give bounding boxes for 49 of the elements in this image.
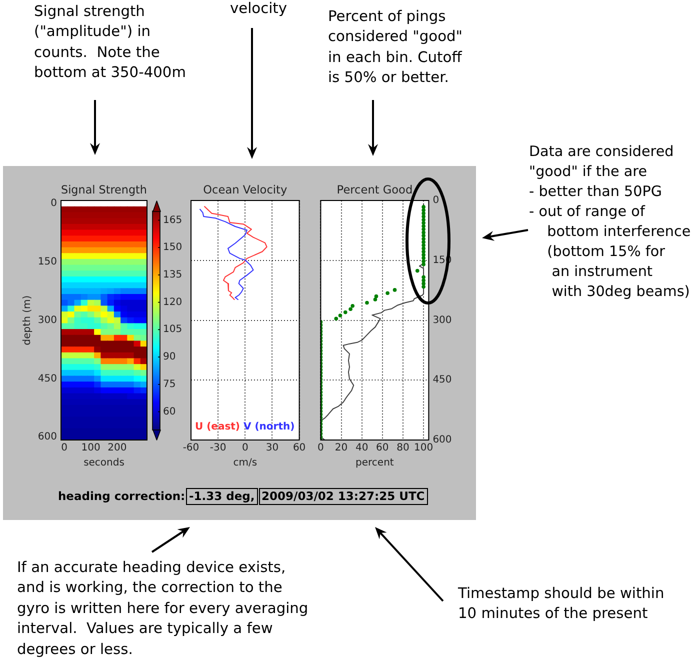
text: V (north) (243, 422, 295, 433)
chart-title: Percent Good (336, 184, 413, 197)
color-bar-label: 135 (163, 270, 182, 281)
y-tick-label: 300 (38, 314, 57, 326)
color-bar-label: 120 (163, 296, 182, 308)
x-tick-label: 60 (292, 442, 306, 454)
color-bar-label: 75 (163, 378, 176, 390)
text: If an accurate heading device exists, and is working, the correction to the gyro is written here for every averaging interval. Values are typically a few degrees or less. (17, 558, 308, 660)
x-tick-label: 20 (334, 442, 348, 454)
y-tick-label: 300 (432, 314, 452, 326)
y-axis-title: depth (m) (22, 295, 33, 346)
y-tick-label: 600 (38, 432, 57, 443)
x-tick-label: -60 (182, 442, 200, 454)
x-tick-label: 40 (355, 442, 368, 454)
text: velocity (230, 0, 288, 18)
x-tick-label: 80 (396, 442, 410, 454)
x-tick-label: 100 (414, 442, 434, 454)
y-tick-label: 0 (50, 198, 57, 210)
text: Percent of pings considered "good" in each bin. Cutoff is 50% or better. (328, 7, 462, 88)
x-tick-label: 200 (108, 442, 127, 454)
chart-title: Signal Strength (61, 184, 147, 197)
y-tick-label: 0 (432, 195, 440, 206)
color-bar-label: 60 (163, 406, 176, 418)
x-tick-label: -30 (210, 442, 226, 454)
y-tick-label: 450 (38, 373, 57, 384)
text: U (east) (195, 422, 240, 433)
x-tick-label: 30 (266, 442, 279, 454)
x-axis-title: seconds (84, 458, 124, 469)
text: heading correction: (58, 489, 186, 504)
x-axis-title: cm/s (233, 458, 258, 469)
text: 2009/03/02 13:27:25 UTC (258, 488, 428, 505)
text: Signal strength ("amplitude") in counts. Note the bottom at 350-400m (34, 2, 186, 84)
x-tick-label: 100 (81, 442, 100, 454)
color-bar-label: 165 (163, 214, 182, 226)
y-tick-label: 150 (38, 256, 57, 268)
text: Timestamp should be within 10 minutes of the present (458, 584, 664, 624)
y-tick-label: 450 (432, 374, 452, 386)
text: -1.33 deg, (186, 488, 258, 505)
color-bar-label: 90 (163, 352, 176, 363)
color-bar-label: 150 (163, 242, 182, 254)
chart-title: Ocean Velocity (203, 184, 288, 197)
color-bar-label: 105 (163, 324, 182, 336)
x-axis-title: percent (356, 458, 394, 469)
x-tick-label: 0 (61, 442, 68, 454)
x-tick-label: 0 (242, 442, 248, 454)
x-tick-label: 0 (318, 442, 324, 454)
y-tick-label: 600 (432, 434, 452, 446)
x-tick-label: 60 (376, 442, 389, 454)
text: Data are considered "good" if the are - better than 50PG - out of range of bottom interference (bottom 15% for an instrument with 30deg beams) (529, 143, 691, 302)
